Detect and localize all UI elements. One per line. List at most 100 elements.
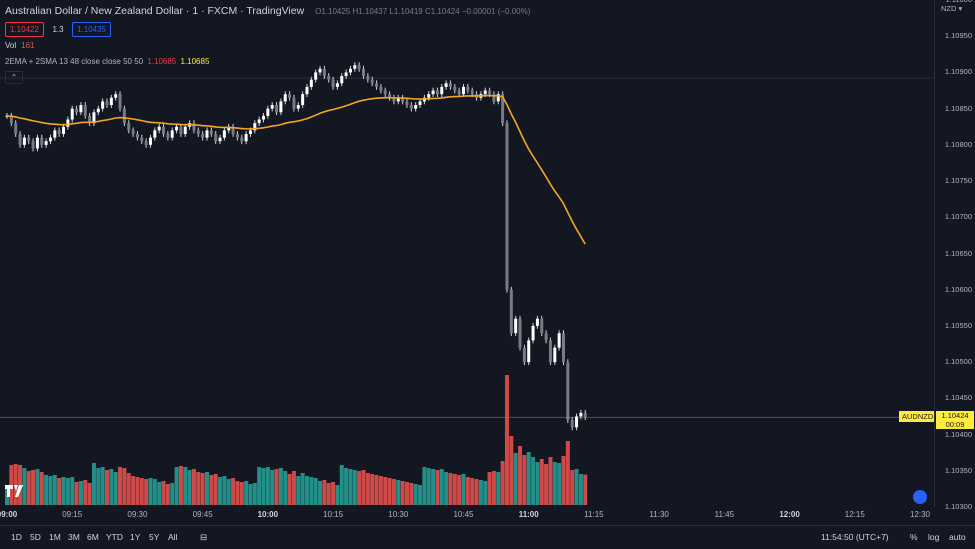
spread-value: 1.3 [52, 25, 64, 34]
candle-body [509, 289, 513, 334]
price-tick-label: 1.10400 [944, 429, 972, 439]
price-tick-label: 1.10500 [944, 357, 972, 367]
indicator-label: 2EMA + 2SMA 13 48 close close 50 50 [5, 57, 144, 66]
candle-body [262, 115, 266, 120]
sell-button[interactable]: 1.10422 [5, 22, 44, 37]
candle-body [583, 412, 587, 418]
candle-body [214, 133, 218, 142]
globe-icon[interactable] [913, 490, 927, 504]
volume-bar [535, 462, 540, 505]
candle-body [344, 72, 348, 77]
candle-body [353, 65, 357, 69]
candle-body [66, 119, 70, 127]
volume-bar [152, 479, 157, 505]
main-chart[interactable] [0, 0, 934, 507]
volume-bar [257, 467, 262, 505]
candle-body [348, 68, 352, 73]
candle-body [79, 105, 83, 113]
volume-bar [570, 470, 575, 505]
log-toggle[interactable]: log [928, 532, 940, 542]
candle-body [357, 65, 361, 69]
timeframe-button-5y[interactable]: 5Y [149, 532, 160, 542]
timeframe-button-1m[interactable]: 1M [49, 532, 61, 542]
volume-bar [87, 483, 92, 505]
timeframe-button-3m[interactable]: 3M [68, 532, 80, 542]
timeframe-button-6m[interactable]: 6M [87, 532, 99, 542]
volume-bar [509, 436, 514, 505]
candle-body [270, 105, 274, 109]
candle-body [462, 86, 465, 95]
candle-body [57, 130, 61, 134]
candle-body [505, 123, 509, 290]
clock-timezone[interactable]: 11:54:50 (UTC+7) [821, 532, 889, 542]
candle-body [75, 108, 79, 113]
symbol-title[interactable]: Australian Dollar / New Zealand Dollar ·… [5, 5, 305, 17]
time-tick-label: 11:30 [649, 510, 669, 519]
candle-body [83, 105, 87, 116]
candle-body [114, 94, 118, 98]
candle-body [488, 90, 492, 95]
volume-bar [178, 466, 183, 505]
time-axis[interactable]: 09:00 09:15 09:30 09:45 10:00 10:15 10:30 10:45… [0, 507, 934, 525]
volume-bar [404, 482, 409, 505]
volume-bar [78, 481, 83, 505]
timeframe-button-5d[interactable]: 5D [30, 532, 41, 542]
volume-bar [374, 475, 379, 505]
volume-bar [291, 471, 296, 505]
indicator-legend[interactable]: 2EMA + 2SMA 13 48 close close 50 50 1.10… [5, 57, 209, 66]
candle-body [327, 76, 331, 80]
candle-body [283, 94, 287, 102]
volume-bar [544, 464, 549, 505]
volume-bar [200, 473, 205, 505]
volume-bar [118, 467, 123, 505]
chart-area[interactable]: Australian Dollar / New Zealand Dollar ·… [0, 0, 937, 507]
volume-bar [557, 463, 562, 505]
timeframe-button-1d[interactable]: 1D [11, 532, 22, 542]
symbol-legend[interactable]: Australian Dollar / New Zealand Dollar ·… [5, 5, 530, 17]
volume-bar [183, 467, 188, 505]
volume-bar [504, 375, 509, 505]
volume-bar [361, 470, 366, 505]
volume-bar [452, 474, 457, 505]
candle-body [96, 108, 100, 113]
candle-body [101, 101, 105, 109]
volume-bar [274, 469, 279, 505]
candle-body [40, 137, 44, 145]
volume-bar [474, 479, 479, 505]
volume-bar [378, 476, 383, 505]
volume-bar [457, 475, 462, 505]
candle-body [201, 133, 205, 138]
currency-selector[interactable]: NZD ▾ [941, 4, 963, 13]
candle-body [166, 133, 170, 138]
volume-bar [531, 457, 536, 505]
candle-body [318, 68, 322, 73]
candle-body [175, 126, 179, 131]
time-tick-label: 09:15 [62, 510, 83, 519]
price-scale[interactable]: NZD ▾ 1.11000 1.10950 1.10900 1.10850 1.1080… [934, 0, 975, 511]
candle-body [331, 79, 335, 87]
volume-bar [126, 473, 131, 505]
volume-bar [244, 481, 249, 505]
auto-toggle[interactable]: auto [949, 532, 966, 542]
volume-bar [435, 470, 440, 505]
volume-bar [513, 453, 518, 505]
volume-bar [422, 467, 427, 505]
buy-button[interactable]: 1.10435 [72, 22, 111, 37]
volume-legend[interactable]: Vol 161 [5, 41, 34, 50]
timeframe-button-ytd[interactable]: YTD [106, 532, 123, 542]
date-range-icon[interactable]: ⊟ [200, 532, 208, 542]
candle-body [405, 101, 409, 106]
candle-body [162, 126, 166, 134]
timeframe-button-1y[interactable]: 1Y [130, 532, 141, 542]
candle-body [579, 412, 583, 417]
volume-bar [370, 474, 375, 505]
collapse-legend-button[interactable]: ⌃ [5, 71, 23, 84]
volume-bar [57, 478, 62, 505]
volume-bar [387, 478, 392, 505]
percent-toggle[interactable]: % [910, 532, 918, 542]
tradingview-logo-icon[interactable] [4, 484, 26, 502]
timeframe-button-all[interactable]: All [168, 532, 178, 542]
price-tick-label: 1.10850 [944, 103, 972, 113]
volume-bar [500, 461, 505, 505]
candle-body [388, 94, 392, 98]
